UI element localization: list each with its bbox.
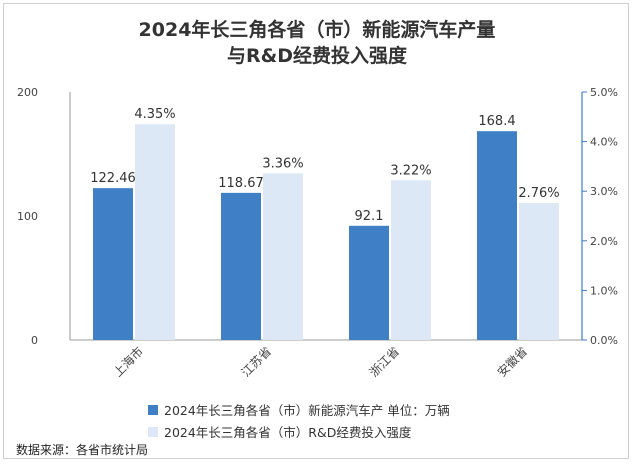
x-axis-category-label: 上海市 — [110, 344, 146, 380]
data-label-production-3: 92.1 — [355, 209, 384, 224]
legend-swatch-rd-intensity — [148, 426, 158, 437]
right-axis-tick-label: 3.0% — [590, 185, 618, 198]
chart-title-line2: 与R&D经费投入强度 — [227, 45, 407, 67]
right-axis-tick-label: 2.0% — [590, 235, 618, 248]
right-axis-tick-label: 5.0% — [590, 86, 618, 99]
bar-rd-intensity-2 — [263, 173, 303, 340]
right-axis-tick-label: 4.0% — [590, 136, 618, 149]
data-label-production-4: 168.4 — [478, 114, 515, 129]
data-label-rd-intensity-4: 2.76% — [518, 186, 559, 201]
left-axis-tick-label: 0 — [31, 334, 38, 347]
bar-rd-intensity-1 — [135, 124, 175, 341]
bar-production-4 — [477, 131, 517, 340]
data-label-rd-intensity-2: 3.36% — [262, 156, 303, 171]
bar-production-1 — [93, 188, 133, 340]
x-axis-category-label: 浙江省 — [367, 344, 402, 379]
data-label-production-1: 122.46 — [90, 171, 136, 186]
left-axis-tick-label: 200 — [17, 86, 38, 99]
data-source-note: 数据来源：各省市统计局 — [16, 443, 149, 457]
chart-title-line1: 2024年长三角各省（市）新能源汽车产量 — [138, 19, 496, 41]
data-label-rd-intensity-3: 3.22% — [390, 163, 431, 178]
data-label-production-2: 118.67 — [218, 176, 264, 191]
left-axis-tick-label: 100 — [17, 210, 38, 223]
x-axis-category-label: 江苏省 — [239, 344, 274, 379]
bar-production-2 — [221, 192, 261, 340]
legend-item-rd-intensity: 2024年长三角各省（市）R&D经费投入强度 — [148, 422, 411, 441]
bar-rd-intensity-3 — [391, 180, 431, 340]
data-label-rd-intensity-1: 4.35% — [134, 107, 175, 122]
right-axis-tick-label: 0.0% — [590, 334, 618, 347]
bar-production-3 — [349, 225, 389, 340]
x-axis-category-label: 安徽省 — [494, 344, 530, 380]
legend-label-rd-intensity: 2024年长三角各省（市）R&D经费投入强度 — [164, 425, 412, 440]
bar-rd-intensity-4 — [519, 203, 559, 340]
legend-swatch-production — [148, 404, 158, 415]
right-axis-tick-label: 1.0% — [590, 284, 618, 297]
legend-item-production: 2024年长三角各省（市）新能源汽车产 单位：万辆 — [148, 400, 450, 419]
legend-label-production: 2024年长三角各省（市）新能源汽车产 单位：万辆 — [164, 403, 450, 418]
